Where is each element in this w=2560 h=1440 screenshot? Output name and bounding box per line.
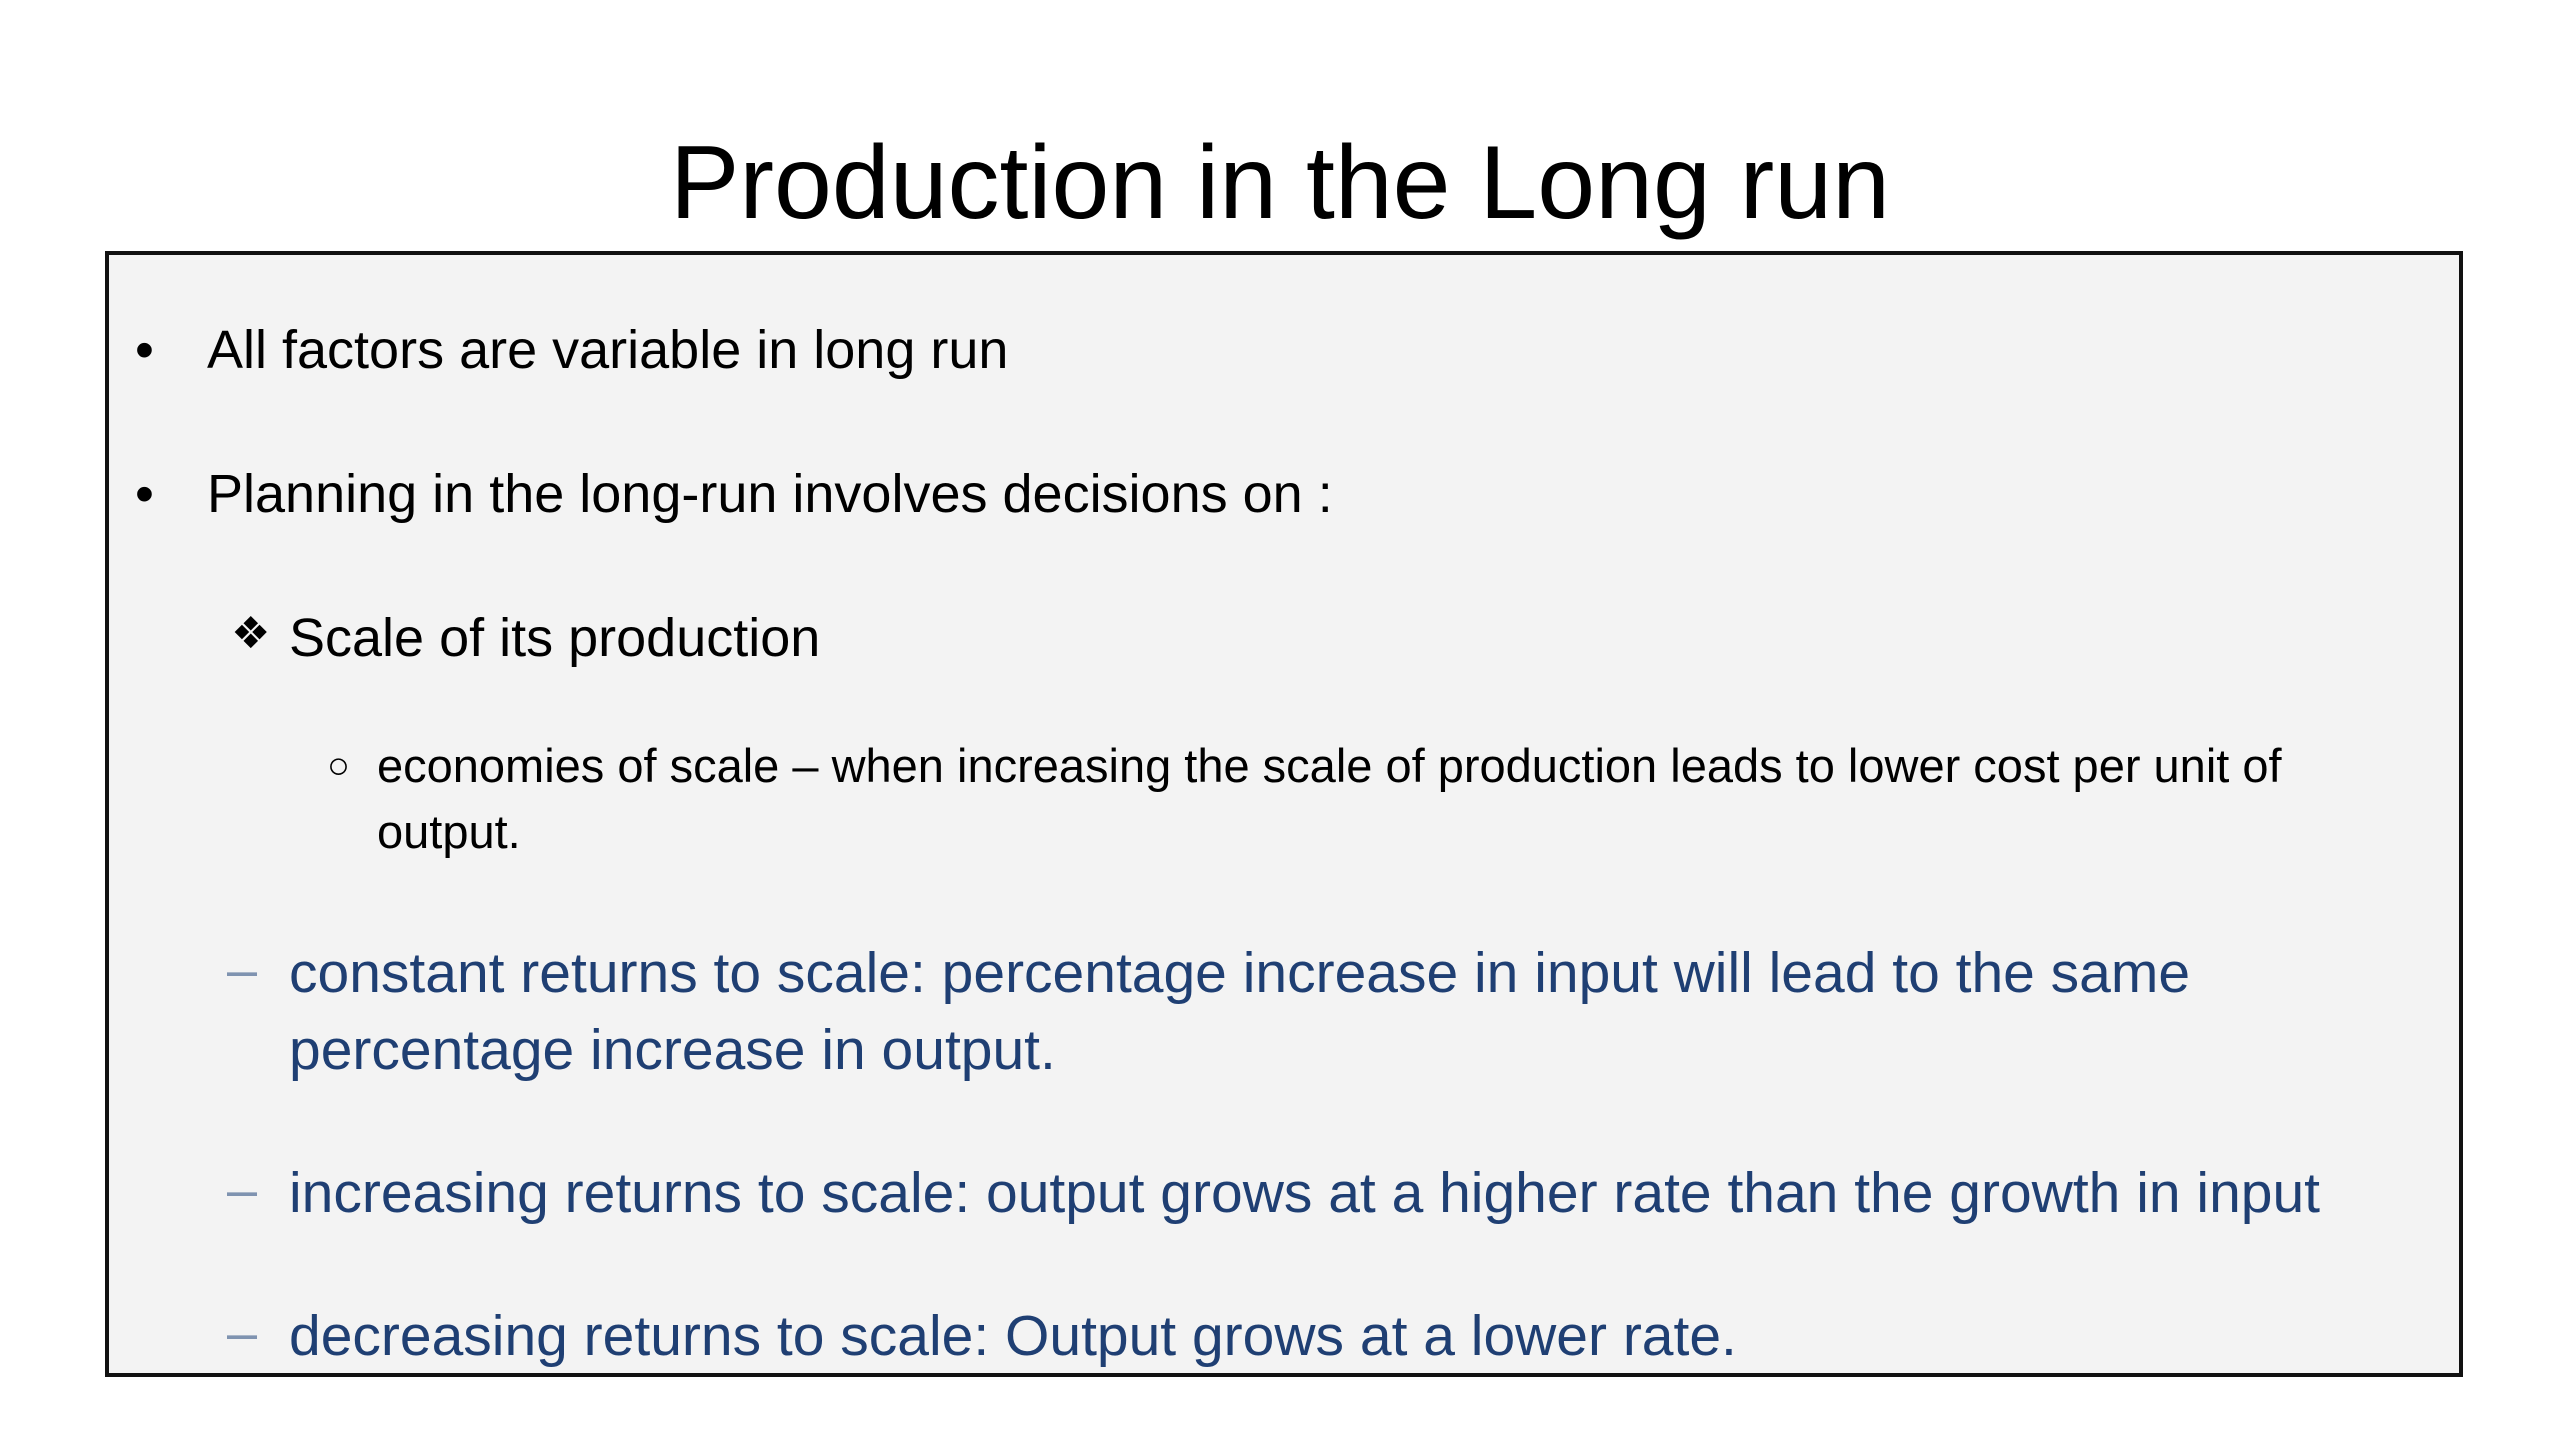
bullet-marker: •: [135, 464, 154, 524]
economies-of-scale-line-1: economies of scale – when increasing the…: [377, 739, 2282, 792]
dash-marker: –: [227, 940, 258, 1000]
increasing-returns-line: increasing returns to scale: output grow…: [289, 1161, 2321, 1225]
circle-bullet-icon: ○: [327, 745, 350, 787]
sub-bullet-scale: Scale of its production: [289, 608, 821, 668]
diamond-bullet-icon: ❖: [231, 609, 271, 658]
bullet-marker: •: [135, 320, 154, 380]
content-box: • All factors are variable in long run •…: [105, 251, 2463, 1377]
decreasing-returns-line: decreasing returns to scale: Output grow…: [289, 1304, 1737, 1368]
dash-marker: –: [227, 1303, 258, 1363]
dash-marker: –: [227, 1160, 258, 1220]
bullet-all-factors: All factors are variable in long run: [207, 320, 1009, 380]
economies-of-scale-line-2: output.: [377, 805, 521, 858]
slide-title: Production in the Long run: [670, 125, 1890, 241]
bullet-planning-long-run: Planning in the long-run involves decisi…: [207, 464, 1333, 524]
constant-returns-line-1: constant returns to scale: percentage in…: [289, 941, 2191, 1005]
constant-returns-line-2: percentage increase in output.: [289, 1018, 1056, 1082]
